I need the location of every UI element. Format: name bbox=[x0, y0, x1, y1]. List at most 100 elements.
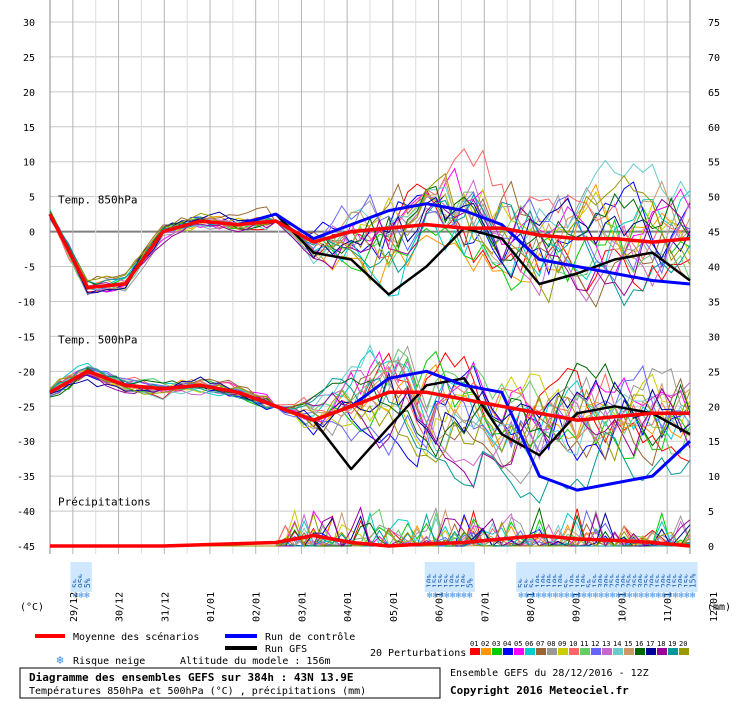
snow-risk-value: 25% bbox=[631, 573, 640, 588]
snow-risk-bar bbox=[550, 562, 561, 592]
snow-risk-bar bbox=[676, 562, 687, 592]
perturbation-number: 04 bbox=[503, 640, 511, 648]
y-left-tick: 25 bbox=[23, 53, 35, 64]
perturbation-number: 02 bbox=[481, 640, 489, 648]
date-label: 05/01 bbox=[389, 592, 400, 622]
snow-risk-bar bbox=[76, 562, 87, 592]
panel-labels: Temp. 850hPa Temp. 500hPa Précipitations bbox=[58, 194, 151, 509]
perturbation-swatch bbox=[657, 648, 667, 655]
right-unit: (mm) bbox=[707, 602, 731, 613]
snow-risk-bar bbox=[453, 562, 464, 592]
snowflake-icon: ❄ bbox=[56, 653, 63, 667]
snow-risk-value: 5% bbox=[563, 578, 572, 588]
snowflake-icon: ❄ bbox=[604, 591, 610, 601]
date-label: 11/01 bbox=[663, 592, 674, 622]
snowflake-icon: ❄ bbox=[576, 591, 582, 601]
y-left-tick: -5 bbox=[23, 263, 35, 274]
snow-risk-bar bbox=[81, 562, 92, 592]
snow-risk-value: 30% bbox=[597, 573, 606, 588]
perturbation-line bbox=[49, 167, 691, 293]
date-label: 03/01 bbox=[297, 592, 308, 622]
snow-risk-value: 15% bbox=[431, 573, 440, 588]
snowflake-icon: ❄ bbox=[427, 591, 433, 601]
main-run-lines bbox=[48, 202, 692, 548]
snowflake-icon: ❄ bbox=[690, 591, 696, 601]
perturbation-swatch bbox=[536, 648, 546, 655]
diagram-subtitle: Températures 850hPa et 500hPa (°C) , pré… bbox=[29, 685, 366, 697]
snowflake-icon: ❄ bbox=[616, 591, 622, 601]
y-left-tick: 30 bbox=[23, 18, 35, 29]
snowflake-icon: ❄ bbox=[467, 591, 473, 601]
perturbation-number: 09 bbox=[558, 640, 566, 648]
date-label: 31/12 bbox=[160, 592, 171, 622]
snowflake-icon: ❄ bbox=[84, 591, 90, 601]
perturbation-number: 10 bbox=[569, 640, 577, 648]
snow-risk-value: 25% bbox=[609, 573, 618, 588]
y-right-tick: 55 bbox=[708, 158, 720, 169]
snowflake-icon: ❄ bbox=[518, 591, 524, 601]
date-label: 06/01 bbox=[435, 592, 446, 622]
snowflake-icon: ❄ bbox=[433, 591, 439, 601]
y-right-tick: 70 bbox=[708, 53, 720, 64]
snow-risk-value: 15% bbox=[654, 573, 663, 588]
perturbation-number: 11 bbox=[580, 640, 588, 648]
perturbation-line bbox=[49, 198, 691, 297]
snow-risk-value: 20% bbox=[660, 573, 669, 588]
snow-risk-bar bbox=[447, 562, 458, 592]
title-box bbox=[19, 667, 441, 699]
perturbation-number: 17 bbox=[646, 640, 654, 648]
t850-mean-line bbox=[48, 213, 691, 290]
snow-risk-value: 15% bbox=[437, 573, 446, 588]
copyright: Copyright 2016 Meteociel.fr bbox=[450, 684, 629, 697]
y-right-tick: 35 bbox=[708, 297, 720, 308]
perturbation-line bbox=[49, 351, 691, 463]
y-left-tick: -10 bbox=[17, 297, 35, 308]
snow-risk-bar bbox=[567, 562, 578, 592]
perturbation-number: 15 bbox=[624, 640, 632, 648]
snow-risk-value: 10% bbox=[534, 573, 543, 588]
snow-risk-value: 15% bbox=[591, 573, 600, 588]
legend-control-label: Run de contrôle bbox=[265, 631, 355, 643]
y-left-tick: 5 bbox=[29, 193, 35, 204]
snowflake-icon: ❄ bbox=[593, 591, 599, 601]
snow-risk-value: 20% bbox=[677, 573, 686, 588]
snow-risk-bar bbox=[430, 562, 441, 592]
snowflake-icon: ❄ bbox=[570, 591, 576, 601]
snow-risk-bar bbox=[533, 562, 544, 592]
snow-risk-value: 20% bbox=[649, 573, 658, 588]
snowflake-icon: ❄ bbox=[547, 591, 553, 601]
perturbation-swatch bbox=[635, 648, 645, 655]
snowflake-icon: ❄ bbox=[558, 591, 564, 601]
snow-risk-bar bbox=[613, 562, 624, 592]
snowflake-icon: ❄ bbox=[638, 591, 644, 601]
perturbation-number: 05 bbox=[514, 640, 522, 648]
snowflake-icon: ❄ bbox=[581, 591, 587, 601]
date-label: 09/01 bbox=[572, 592, 583, 622]
footer-legend: Moyenne des scénarios Run de contrôleRun … bbox=[19, 631, 689, 699]
snowflake-icon: ❄ bbox=[530, 591, 536, 601]
snow-risk-value: 15% bbox=[683, 573, 692, 588]
perturbation-swatch bbox=[668, 648, 678, 655]
perturbation-number: 07 bbox=[536, 640, 544, 648]
snow-risk-value: 5% bbox=[71, 578, 80, 588]
snow-risk-value: 10% bbox=[546, 573, 555, 588]
snow-risk-bar bbox=[607, 562, 618, 592]
perturbation-swatch bbox=[514, 648, 524, 655]
snow-risk-value: 15% bbox=[671, 573, 680, 588]
snowflake-icon: ❄ bbox=[541, 591, 547, 601]
perturbation-number: 18 bbox=[657, 640, 665, 648]
snow-risk-bar bbox=[573, 562, 584, 592]
snow-risk-value: 15% bbox=[443, 573, 452, 588]
snowflake-icon: ❄ bbox=[656, 591, 662, 601]
snow-risk-value: 25% bbox=[626, 573, 635, 588]
snowflake-icon: ❄ bbox=[621, 591, 627, 601]
ensemble-info: Ensemble GEFS du 28/12/2016 - 12Z bbox=[450, 668, 649, 679]
precip-mean-line bbox=[50, 533, 691, 548]
perturbation-line bbox=[49, 186, 691, 295]
perturbations-label: 20 Perturbations bbox=[370, 648, 466, 659]
y-right-tick: 30 bbox=[708, 332, 720, 343]
snow-risk-bar bbox=[670, 562, 681, 592]
snow-risk-bar bbox=[653, 562, 664, 592]
snow-risk-value: 20% bbox=[614, 573, 623, 588]
